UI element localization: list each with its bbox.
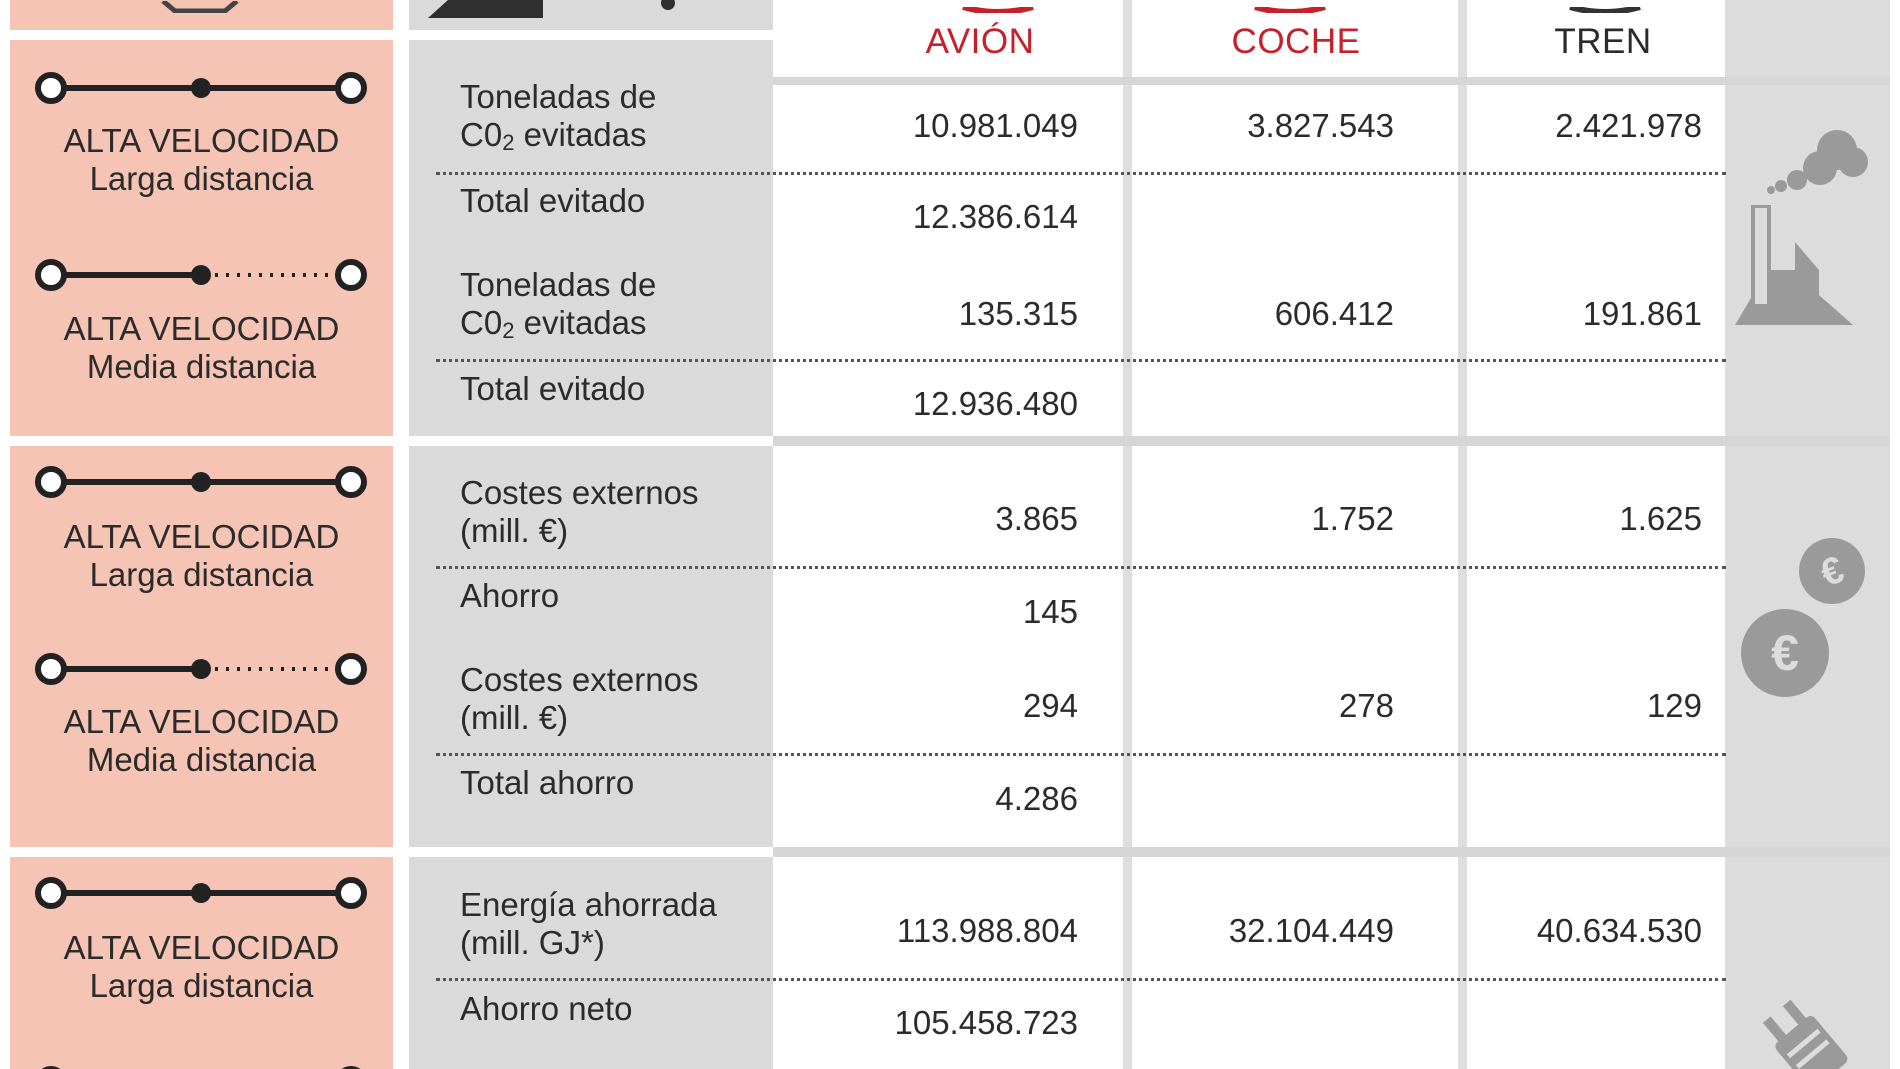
row-label-line1: Costes externos <box>460 661 699 698</box>
train-icon-partial <box>155 0 245 14</box>
route-subtitle: Media distancia <box>86 348 317 385</box>
route-title: ALTA VELOCIDAD <box>63 122 340 159</box>
row-label: Energía ahorrada (mill. GJ*) <box>460 886 770 962</box>
value-plane: 113.988.804 <box>896 912 1078 949</box>
row-label-line2: (mill. €) <box>460 699 569 736</box>
row-label-line2: (mill. GJ*) <box>460 924 605 961</box>
route-line-solid <box>35 68 375 108</box>
route-subtitle: Larga distancia <box>89 967 314 1004</box>
route-title: ALTA VELOCIDAD <box>63 518 340 555</box>
row-label: Ahorro <box>460 577 560 614</box>
value-train: 1.625 <box>1619 500 1702 537</box>
route-panel-costs <box>10 446 393 847</box>
row-label: Total evitado <box>460 370 646 407</box>
factory-smoke-icon <box>1735 120 1875 330</box>
row-label-line2: C02 evitadas <box>460 116 647 155</box>
value-total: 12.936.480 <box>912 385 1078 422</box>
value-total: 12.386.614 <box>912 198 1078 235</box>
row-label: Toneladas de C02 evitadas <box>460 266 770 350</box>
row-label-line2: (mill. €) <box>460 512 569 549</box>
plane-icon-partial <box>958 0 1038 15</box>
euro-coins-icon: € € <box>1740 535 1875 705</box>
label-panel-costs <box>409 446 773 847</box>
value-plane: 294 <box>1022 687 1078 724</box>
row-label-line1: Toneladas de <box>460 78 657 115</box>
column-divider-1 <box>1123 0 1132 1069</box>
value-car: 278 <box>1338 687 1394 724</box>
row-label-line1: Costes externos <box>460 474 699 511</box>
route-title: ALTA VELOCIDAD <box>63 929 340 966</box>
row-label: Costes externos (mill. €) <box>460 661 770 737</box>
route-subtitle: Media distancia <box>86 741 317 778</box>
row-divider <box>436 172 1726 175</box>
value-total: 4.286 <box>995 780 1078 817</box>
value-plane: 135.315 <box>958 295 1078 332</box>
value-car: 3.827.543 <box>1247 107 1394 144</box>
route-line-dotted <box>35 255 375 295</box>
column-divider-2 <box>1458 0 1467 1069</box>
route-line-solid <box>35 462 375 502</box>
car-icon-partial <box>1250 0 1330 15</box>
plug-icon <box>1745 995 1865 1069</box>
value-train: 2.421.978 <box>1555 107 1702 144</box>
row-label-line1: Toneladas de <box>460 266 657 303</box>
row-label-line2: C02 evitadas <box>460 304 647 343</box>
value-plane: 10.981.049 <box>912 107 1078 144</box>
route-panel-top-partial <box>10 0 393 30</box>
label-panel-energy <box>409 857 773 1069</box>
row-label: Costes externos (mill. €) <box>460 474 770 550</box>
train-col-icon-partial <box>1565 0 1645 15</box>
value-total: 145 <box>1022 593 1078 630</box>
value-train: 40.634.530 <box>1536 912 1702 949</box>
value-car: 1.752 <box>1311 500 1394 537</box>
column-header-plane: AVIÓN <box>925 22 1035 61</box>
route-line-partial <box>35 1062 375 1069</box>
label-panel-co2 <box>409 40 773 436</box>
route-title: ALTA VELOCIDAD <box>63 703 340 740</box>
row-divider <box>436 753 1726 756</box>
row-divider <box>436 566 1726 569</box>
section-divider-2 <box>773 847 1890 857</box>
row-divider <box>436 359 1726 362</box>
row-divider <box>436 978 1726 981</box>
row-label: Total evitado <box>460 182 646 219</box>
column-header-car: COCHE <box>1231 22 1361 61</box>
value-train: 191.861 <box>1582 295 1702 332</box>
value-car: 32.104.449 <box>1228 912 1394 949</box>
row-label-line1: Energía ahorrada <box>460 886 717 923</box>
value-train: 129 <box>1646 687 1702 724</box>
row-label: Toneladas de C02 evitadas <box>460 78 770 162</box>
svg-text:€: € <box>1771 625 1799 681</box>
route-subtitle: Larga distancia <box>89 556 314 593</box>
row-label: Total ahorro <box>460 764 635 801</box>
route-line-dotted <box>35 649 375 689</box>
header-divider <box>773 77 1890 85</box>
row-label: Ahorro neto <box>460 990 633 1027</box>
value-car: 606.412 <box>1274 295 1394 332</box>
value-total: 105.458.723 <box>894 1004 1078 1041</box>
route-title: ALTA VELOCIDAD <box>63 310 340 347</box>
value-plane: 3.865 <box>995 500 1078 537</box>
column-header-train: TREN <box>1554 22 1652 61</box>
section-divider-1 <box>773 436 1890 446</box>
route-panel-co2 <box>10 40 393 436</box>
train-silhouette-partial <box>428 0 698 20</box>
route-line-solid <box>35 873 375 913</box>
route-subtitle: Larga distancia <box>89 160 314 197</box>
